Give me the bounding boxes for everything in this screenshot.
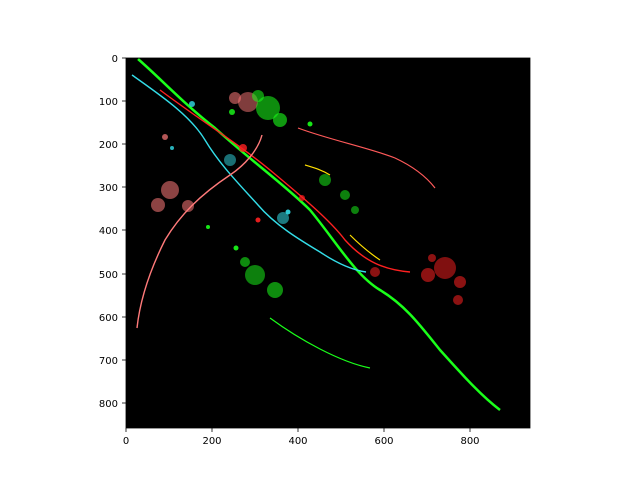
x-tick-label: 800: [460, 436, 479, 447]
yellow-overlap-fiber: [304, 164, 331, 176]
green-lower-tract: [269, 317, 371, 369]
y-tick-label: 0: [112, 54, 118, 65]
y-tick-label: 700: [99, 356, 118, 367]
x-tick-label: 600: [374, 436, 393, 447]
image-panel-background: [126, 58, 530, 428]
x-tick: 400: [288, 428, 308, 447]
y-tick-label: 100: [99, 97, 118, 108]
cyan-long-fiber: [131, 74, 367, 273]
y-tick: 700: [99, 356, 126, 367]
image-panel-frame: [125, 57, 531, 429]
yellow-overlap-fiber-2: [349, 234, 381, 261]
x-tick-label: 200: [202, 436, 221, 447]
neuron-image: [131, 58, 501, 411]
cyan-arbor: [170, 101, 291, 224]
y-tick: 600: [99, 313, 126, 324]
y-tick-label: 200: [99, 140, 118, 151]
y-tick: 200: [99, 140, 126, 151]
y-tick: 300: [99, 183, 126, 194]
y-tick-label: 800: [99, 399, 118, 410]
y-tick: 500: [99, 270, 126, 281]
red-arbor-right: [239, 144, 466, 305]
y-tick-label: 300: [99, 183, 118, 194]
green-arbor-lower: [206, 225, 283, 298]
y-tick: 800: [99, 399, 126, 410]
y-tick: 100: [99, 97, 126, 108]
x-tick: 0: [123, 428, 129, 447]
pink-left-fiber: [136, 134, 263, 329]
green-arbor-right: [319, 174, 359, 214]
y-tick: 400: [99, 226, 126, 237]
green-arbor-upper: [229, 90, 313, 127]
green-main-tract: [137, 58, 501, 411]
x-tick: 600: [374, 428, 394, 447]
red-right-fiber: [297, 127, 436, 189]
y-axis: 0 100 200 300 400 500 600 700: [99, 54, 126, 410]
x-tick: 200: [202, 428, 222, 447]
y-tick-label: 600: [99, 313, 118, 324]
x-tick-label: 0: [123, 436, 129, 447]
y-tick: 0: [112, 54, 126, 65]
y-tick-label: 500: [99, 270, 118, 281]
x-axis: 0 200 400 600 800: [123, 428, 480, 447]
y-tick-label: 400: [99, 226, 118, 237]
image-axes: [125, 57, 531, 429]
x-tick: 800: [460, 428, 480, 447]
x-tick-label: 400: [288, 436, 307, 447]
